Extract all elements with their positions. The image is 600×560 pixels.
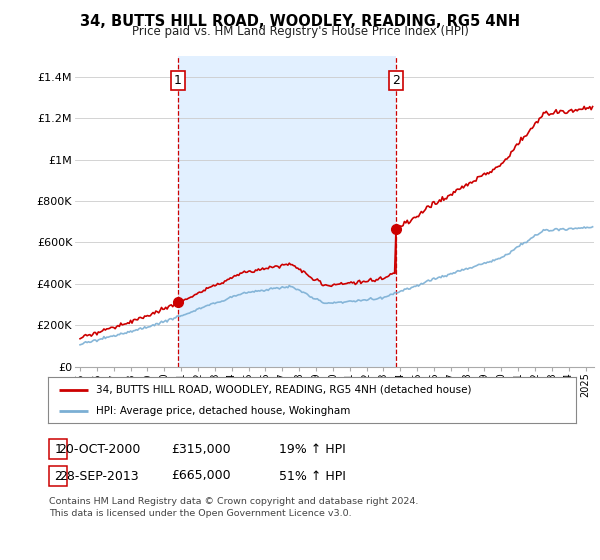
Text: 2: 2 — [54, 469, 62, 483]
Text: 51% ↑ HPI: 51% ↑ HPI — [278, 469, 346, 483]
Text: 20-OCT-2000: 20-OCT-2000 — [58, 442, 140, 456]
Text: Contains HM Land Registry data © Crown copyright and database right 2024.: Contains HM Land Registry data © Crown c… — [49, 497, 419, 506]
Text: £665,000: £665,000 — [171, 469, 231, 483]
Bar — [178, 56, 396, 367]
Text: HPI: Average price, detached house, Wokingham: HPI: Average price, detached house, Woki… — [95, 406, 350, 416]
Text: 2: 2 — [392, 74, 400, 87]
Text: This data is licensed under the Open Government Licence v3.0.: This data is licensed under the Open Gov… — [49, 509, 352, 518]
Text: Price paid vs. HM Land Registry's House Price Index (HPI): Price paid vs. HM Land Registry's House … — [131, 25, 469, 38]
Text: 1: 1 — [174, 74, 182, 87]
Text: 34, BUTTS HILL ROAD, WOODLEY, READING, RG5 4NH: 34, BUTTS HILL ROAD, WOODLEY, READING, R… — [80, 14, 520, 29]
Text: 19% ↑ HPI: 19% ↑ HPI — [278, 442, 346, 456]
Text: £315,000: £315,000 — [171, 442, 231, 456]
Text: 1: 1 — [54, 442, 62, 456]
Text: 34, BUTTS HILL ROAD, WOODLEY, READING, RG5 4NH (detached house): 34, BUTTS HILL ROAD, WOODLEY, READING, R… — [95, 385, 471, 395]
Text: 28-SEP-2013: 28-SEP-2013 — [59, 469, 139, 483]
